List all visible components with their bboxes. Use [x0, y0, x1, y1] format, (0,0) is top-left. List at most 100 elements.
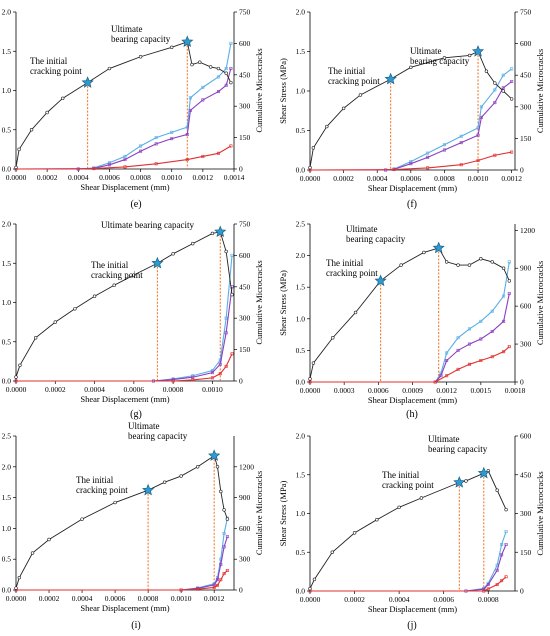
x-tick-label: 0.0010 [468, 174, 489, 183]
ultimate-annotation: Ultimate bearing capacity [128, 421, 188, 441]
microcrack-point [185, 158, 189, 162]
microcrack-series-3 [310, 576, 507, 592]
panel-label: (i) [131, 620, 140, 631]
y-tick-label: 2.5 [2, 432, 12, 441]
microcrack-point [222, 532, 226, 536]
x-tick-label: 0.0003 [334, 386, 355, 395]
stress-point [45, 110, 49, 115]
microcrack-point [433, 380, 437, 384]
y-tick-label: 2.0 [296, 432, 306, 441]
y2-tick-label: 300 [239, 102, 251, 111]
y-tick-label: 1.5 [296, 470, 306, 479]
microcrack-point [224, 316, 228, 320]
stress-point [325, 124, 329, 129]
stress-point [171, 252, 175, 256]
microcrack-point [229, 67, 233, 71]
y2-tick-label: 300 [520, 102, 532, 111]
x-tick-label: 0.0006 [99, 173, 120, 182]
microcrack-point [467, 327, 471, 331]
x-tick-label: 0.0000 [6, 594, 27, 603]
x-tick-label: 0.0012 [204, 594, 225, 603]
y-tick-label: 0.5 [2, 337, 12, 346]
ultimate-annotation: Ultimate bearing capacity [428, 434, 488, 454]
stress-point [331, 336, 335, 340]
y2-tick-label: 0 [520, 378, 524, 387]
stress-point [170, 45, 174, 50]
microcrack-point [476, 159, 480, 163]
y2-tick-label: 300 [520, 340, 532, 349]
y2-tick-label: 0 [239, 586, 243, 595]
x-tick-label: 0.0006 [124, 385, 145, 394]
y2-axis-label: Cumulative Microcracks [535, 261, 545, 345]
stress-point [507, 279, 512, 283]
initial-crack-star [374, 274, 387, 287]
microcrack-point [224, 331, 228, 335]
y-tick-label: 2.0 [2, 220, 12, 229]
stress-point [29, 128, 34, 132]
x-tick-label: 0.0004 [84, 385, 105, 394]
microcrack-point [479, 359, 483, 363]
y-tick-label: 1.0 [296, 87, 306, 96]
stress-point [30, 551, 35, 555]
y-tick-label: 0.5 [296, 346, 306, 355]
microcrack-point [501, 86, 505, 90]
microcrack-series-1 [310, 261, 510, 383]
microcrack-point [139, 149, 143, 153]
microcrack-point [107, 161, 111, 165]
y2-tick-label: 450 [239, 282, 251, 291]
ultimate-annotation: Ultimate bearing capacity [111, 24, 171, 44]
microcrack-point [170, 130, 174, 134]
ultimate-star [181, 35, 194, 48]
y-tick-label: 0.5 [2, 555, 12, 564]
y2-axis-label: Cumulative Microcracks [254, 260, 264, 344]
microcrack-point [212, 585, 216, 589]
microcrack-point [486, 583, 490, 587]
y2-tick-label: 150 [520, 134, 532, 143]
y-tick-label: 2.0 [2, 8, 12, 17]
microcrack-point [210, 371, 214, 375]
microcrack-point [442, 148, 446, 152]
initial-crack-annotation: The initial cracking point [326, 258, 378, 278]
stress-point [195, 465, 200, 469]
y2-tick-label: 450 [520, 71, 532, 80]
stress-point [138, 55, 143, 59]
microcrack-point [459, 163, 463, 167]
stress-point [191, 241, 195, 246]
y2-tick-label: 450 [520, 470, 532, 479]
microcrack-point [456, 348, 460, 352]
stress-point [311, 361, 316, 365]
microcrack-point [188, 96, 192, 100]
stress-point [479, 257, 483, 261]
microcrack-point [507, 292, 511, 296]
stress-point [215, 465, 220, 469]
microcrack-point [224, 364, 228, 368]
microcrack-point [219, 562, 223, 566]
microcrack-point [210, 369, 214, 373]
microcrack-point [467, 362, 471, 366]
microcrack-point [445, 359, 449, 363]
y2-axis-label: Cumulative Microcracks [535, 471, 545, 555]
microcrack-point [154, 142, 158, 146]
stress-point [113, 500, 117, 505]
microcrack-point [170, 137, 174, 141]
initial-crack-annotation: The initial cracking point [382, 470, 434, 490]
microcrack-point [490, 309, 494, 313]
chart-panel-j: 0.0000 0.0002 0.0004 0.0006 0.0008 0.0 0.5 1.0 1… [278, 432, 545, 632]
stress-point [162, 480, 167, 484]
x-tick-label: 0.0008 [130, 173, 151, 182]
stress-point [308, 165, 312, 170]
initial-crack-annotation: The initial cracking point [76, 475, 128, 495]
microcrack-point [504, 530, 508, 534]
initial-crack-annotation: The initial cracking point [328, 66, 380, 86]
initial-crack-star [151, 256, 164, 269]
y-tick-label: 1.0 [296, 314, 306, 323]
x-tick-label: 0.0008 [478, 595, 499, 604]
microcrack-point [426, 166, 430, 170]
stress-point [419, 496, 424, 500]
stress-point [53, 320, 57, 324]
y2-tick-label: 1200 [239, 462, 254, 471]
microcrack-series-2 [16, 536, 228, 591]
y-tick-label: 0.0 [2, 377, 12, 386]
x-tick-label: 0.0000 [300, 386, 321, 395]
microcrack-point [154, 162, 158, 166]
